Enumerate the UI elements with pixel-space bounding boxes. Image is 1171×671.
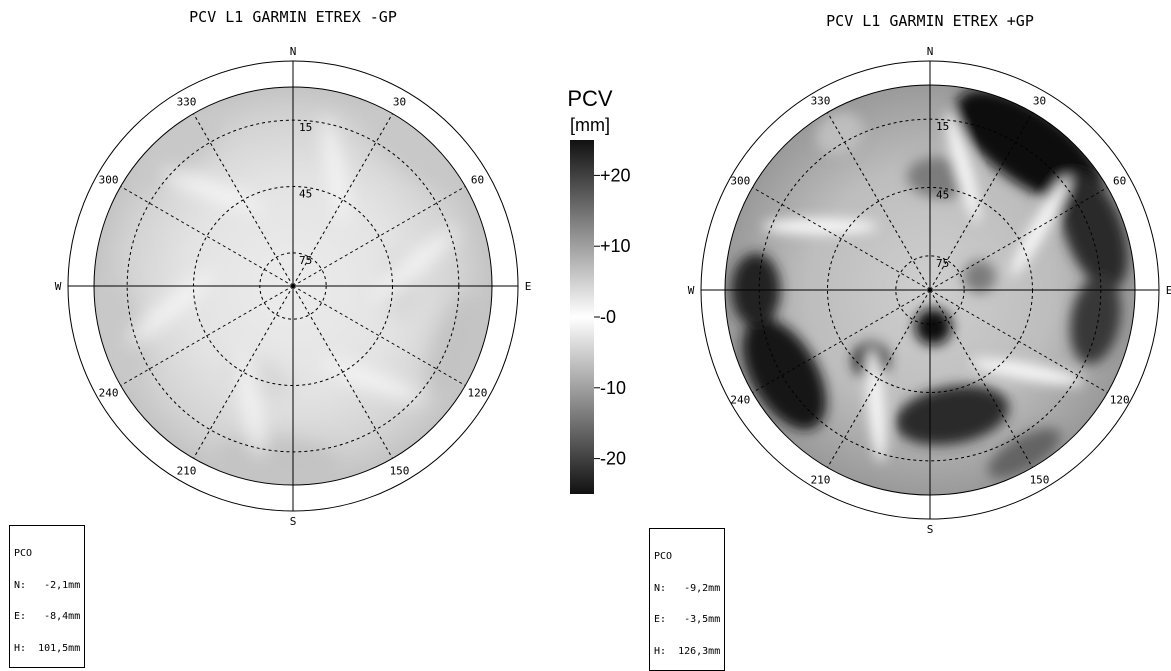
- colorbar-tick-label: +10: [600, 236, 631, 256]
- azimuth-label-210: 210: [811, 474, 831, 487]
- azimuth-label-60: 60: [1113, 175, 1126, 188]
- azimuth-label-240: 240: [99, 387, 119, 400]
- colorbar-tick-label: -10: [600, 378, 626, 398]
- pco-height: H: 126,3mm: [654, 645, 721, 657]
- cardinal-n-label: N: [290, 45, 297, 58]
- colorbar-tick-label: -20: [600, 449, 626, 469]
- pco-box-right: PCO N: -9,2mm E: -3,5mm H: 126,3mm: [649, 528, 726, 671]
- elevation-label-15: 15: [936, 120, 949, 133]
- colorbar-tick-label: +20: [600, 165, 631, 185]
- azimuth-label-120: 120: [1110, 394, 1130, 407]
- azimuth-label-30: 30: [393, 96, 406, 109]
- elevation-label-45: 45: [936, 189, 949, 202]
- azimuth-label-330: 330: [811, 94, 831, 107]
- cardinal-e-label: E: [525, 280, 532, 293]
- pco-header: PCO: [14, 548, 33, 559]
- elevation-label-15: 15: [299, 121, 312, 134]
- azimuth-label-150: 150: [1030, 474, 1050, 487]
- azimuth-label-30: 30: [1033, 94, 1046, 107]
- cardinal-s-label: S: [927, 523, 934, 536]
- azimuth-label-120: 120: [468, 387, 488, 400]
- polar-plot-right: PCV L1 GARMIN ETREX +GP N E S W 30 60 120 150 21…: [688, 12, 1171, 536]
- azimuth-label-150: 150: [390, 464, 410, 477]
- polar-grid-left: [68, 61, 518, 511]
- polar-plot-left: PCV L1 GARMIN ETREX -GP N E S W 30 60 120 150 21…: [55, 8, 532, 528]
- pco-east: E: -3,5mm: [654, 614, 721, 625]
- pco-height: H: 101,5mm: [14, 642, 81, 654]
- elevation-label-45: 45: [299, 188, 312, 201]
- cardinal-s-label: S: [290, 515, 297, 528]
- colorbar: PCV [mm] +20 +10 -0 -10 -20: [567, 86, 631, 494]
- plot-title-right: PCV L1 GARMIN ETREX +GP: [826, 12, 1034, 30]
- cardinal-n-label: N: [927, 45, 934, 58]
- cardinal-e-label: E: [1166, 284, 1171, 297]
- azimuth-label-210: 210: [177, 464, 197, 477]
- colorbar-tick-label: -0: [600, 307, 616, 327]
- elevation-label-75: 75: [936, 257, 949, 270]
- pco-north: N: -2,1mm: [14, 579, 81, 591]
- colorbar-title: PCV: [567, 86, 613, 111]
- azimuth-label-330: 330: [177, 96, 197, 109]
- elevation-label-75: 75: [299, 254, 312, 267]
- pco-east: E: -8,4mm: [14, 611, 81, 622]
- colorbar-unit: [mm]: [570, 115, 610, 135]
- azimuth-label-240: 240: [730, 394, 750, 407]
- azimuth-label-60: 60: [471, 174, 484, 187]
- pco-box-left: PCO N: -2,1mm E: -8,4mm H: 101,5mm: [9, 525, 86, 668]
- pcv-figure: PCV L1 GARMIN ETREX -GP N E S W 30 60 120 150 21…: [55, 8, 1171, 536]
- polar-grid-right: [701, 61, 1159, 519]
- azimuth-label-300: 300: [99, 174, 119, 187]
- cardinal-w-label: W: [688, 284, 695, 297]
- pco-header: PCO: [654, 551, 673, 562]
- pco-north: N: -9,2mm: [654, 582, 721, 594]
- azimuth-label-300: 300: [730, 175, 750, 188]
- plot-title-left: PCV L1 GARMIN ETREX -GP: [189, 8, 397, 26]
- colorbar-gradient: [570, 140, 594, 494]
- cardinal-w-label: W: [55, 280, 62, 293]
